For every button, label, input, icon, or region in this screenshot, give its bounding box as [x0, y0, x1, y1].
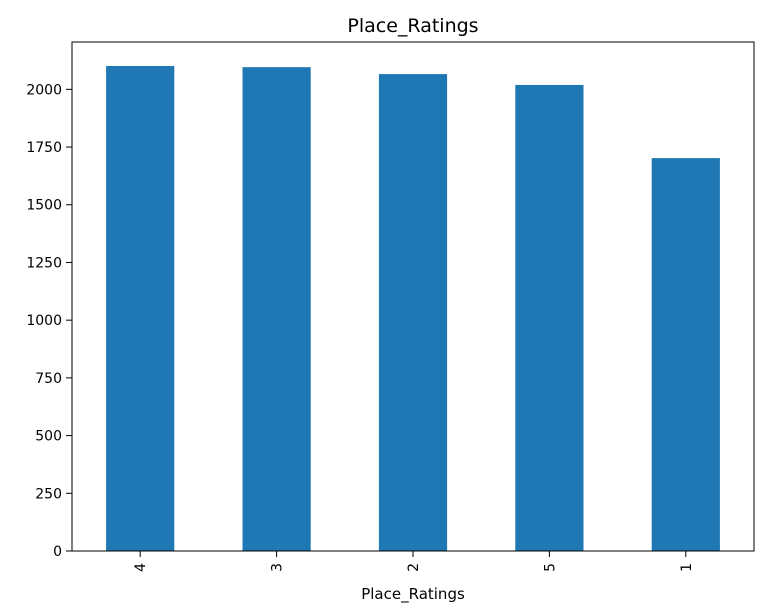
y-tick-label: 2000 — [26, 82, 62, 98]
x-tick-label: 3 — [270, 563, 286, 572]
y-tick-label: 500 — [35, 429, 62, 445]
y-tick-label: 1500 — [26, 198, 62, 214]
y-tick-label: 1750 — [26, 140, 62, 156]
y-tick-label: 750 — [35, 371, 62, 387]
bars — [106, 66, 720, 552]
y-tick-label: 1000 — [26, 313, 62, 329]
x-tick-label: 5 — [542, 563, 558, 572]
y-tick-label: 1250 — [26, 255, 62, 271]
x-tick-label: 1 — [679, 563, 695, 572]
x-axis: 4 3 2 5 1 — [133, 551, 695, 572]
y-tick-label: 0 — [53, 544, 62, 560]
y-tick-label: 250 — [35, 486, 62, 502]
y-axis: 0 250 500 750 1000 1250 1500 1750 2000 — [26, 82, 72, 560]
plot-frame — [71, 41, 755, 552]
bar-3 — [242, 67, 311, 552]
bar-1 — [651, 158, 720, 552]
x-axis-label: Place_Ratings — [361, 585, 465, 604]
x-tick-label: 4 — [133, 563, 149, 572]
chart-title: Place_Ratings — [347, 15, 478, 37]
bar-2 — [378, 74, 448, 552]
x-tick-label: 2 — [406, 563, 422, 572]
bar-4 — [106, 66, 175, 551]
bar-5 — [515, 84, 584, 551]
